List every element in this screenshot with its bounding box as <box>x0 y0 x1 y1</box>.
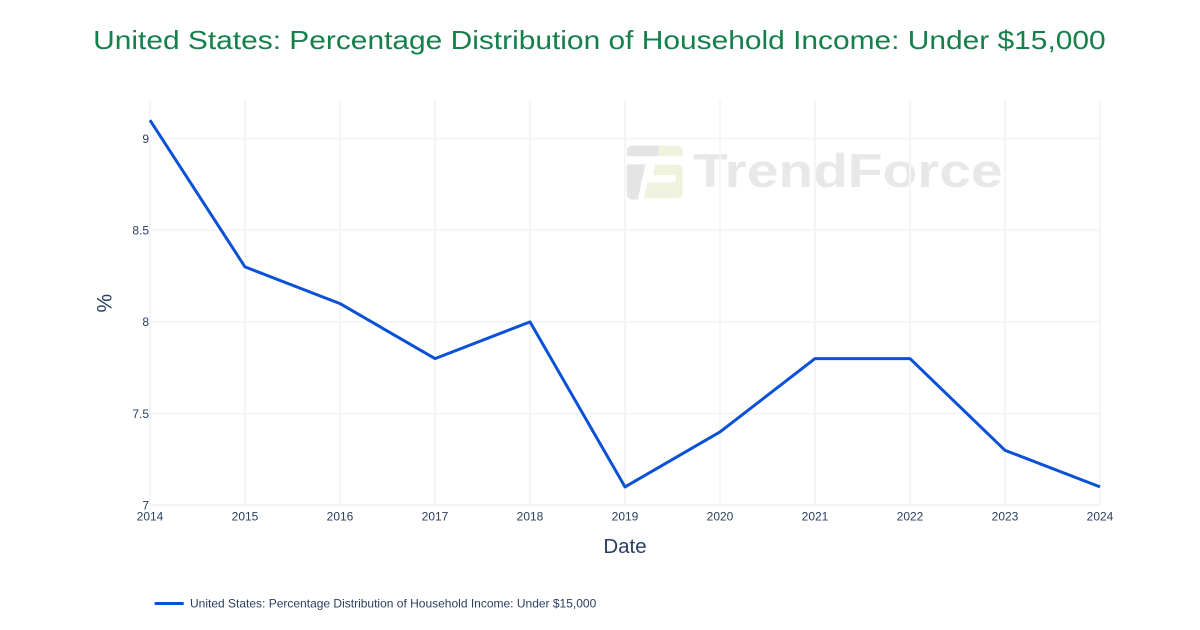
svg-text:2023: 2023 <box>992 509 1019 523</box>
svg-text:2016: 2016 <box>327 509 354 523</box>
svg-text:2015: 2015 <box>232 509 259 523</box>
svg-text:2019: 2019 <box>612 509 639 523</box>
svg-text:2017: 2017 <box>422 509 449 523</box>
svg-text:2020: 2020 <box>707 509 734 523</box>
svg-text:8.5: 8.5 <box>132 224 149 238</box>
svg-text:7: 7 <box>142 499 149 513</box>
svg-text:Date: Date <box>603 535 646 558</box>
svg-text:9: 9 <box>142 132 149 146</box>
svg-text:2014: 2014 <box>137 509 164 523</box>
svg-text:%: % <box>93 294 116 313</box>
svg-text:2022: 2022 <box>897 509 924 523</box>
svg-text:8: 8 <box>142 315 149 329</box>
svg-text:2018: 2018 <box>517 509 544 523</box>
svg-text:2021: 2021 <box>802 509 829 523</box>
svg-text:TrendForce: TrendForce <box>693 146 1003 198</box>
svg-text:United States: Percentage Dist: United States: Percentage Distribution o… <box>190 596 597 610</box>
svg-text:2024: 2024 <box>1087 509 1114 523</box>
svg-text:7.5: 7.5 <box>132 407 149 421</box>
svg-text:United States: Percentage Dist: United States: Percentage Distribution o… <box>93 26 1106 55</box>
